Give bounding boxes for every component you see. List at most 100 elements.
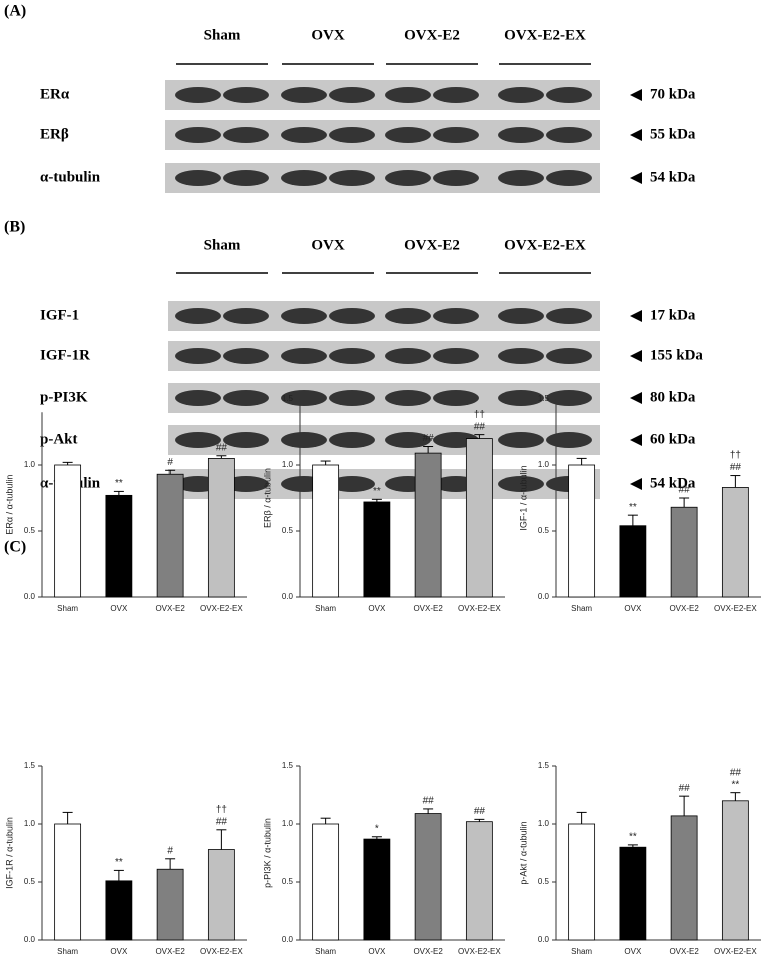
x-tick-label: OVX-E2-EX <box>458 604 501 613</box>
significance-mark: †† <box>730 450 741 461</box>
x-tick-label: OVX <box>110 947 128 956</box>
blot-band <box>546 127 592 143</box>
significance-mark: ** <box>115 478 123 489</box>
blot-band <box>498 432 544 448</box>
row-label: ERβ <box>40 126 69 142</box>
blot-band <box>546 390 592 406</box>
size-label: 54 kDa <box>650 169 696 185</box>
blot-band <box>546 308 592 324</box>
y-axis-label: ERα / α-tubulin <box>4 475 14 535</box>
blot-band <box>385 390 431 406</box>
y-tick-label: 0.5 <box>24 877 36 886</box>
significance-mark: ** <box>115 857 123 868</box>
blot-band <box>546 87 592 103</box>
y-tick-label: 0.5 <box>24 526 36 535</box>
y-tick-label: 1.0 <box>24 460 36 469</box>
bar <box>619 525 647 598</box>
blot-band <box>329 432 375 448</box>
blot-band <box>223 170 269 186</box>
group-label: Sham <box>204 237 241 253</box>
blot-band <box>175 87 221 103</box>
bar <box>619 846 647 941</box>
panel-label: (A) <box>4 3 26 20</box>
blot-band <box>329 87 375 103</box>
row-label: α-tubulin <box>40 169 101 185</box>
significance-mark: ## <box>474 806 486 817</box>
blot-band <box>223 308 269 324</box>
x-tick-label: Sham <box>315 604 336 613</box>
blot-band <box>546 348 592 364</box>
y-tick-label: 1.5 <box>24 761 36 770</box>
blot-band <box>385 127 431 143</box>
bar <box>54 464 82 598</box>
x-tick-label: Sham <box>315 947 336 956</box>
y-axis-label: IGF-1R / α-tubulin <box>4 817 14 889</box>
blot-band <box>433 390 479 406</box>
size-label: 17 kDa <box>650 307 696 323</box>
x-tick-label: OVX-E2 <box>413 947 443 956</box>
significance-mark: * <box>375 823 379 834</box>
y-tick-label: 1.5 <box>282 394 294 403</box>
x-tick-label: Sham <box>57 604 78 613</box>
blot-band <box>329 170 375 186</box>
blot-band <box>175 348 221 364</box>
bar <box>312 464 340 598</box>
significance-mark: ## <box>730 462 742 473</box>
y-tick-label: 0.0 <box>24 592 36 601</box>
y-tick-label: 0.5 <box>282 526 294 535</box>
x-tick-label: OVX-E2-EX <box>200 947 243 956</box>
significance-mark: # <box>167 845 173 856</box>
significance-mark: ## <box>216 442 228 453</box>
blot-band <box>433 308 479 324</box>
x-tick-label: OVX-E2 <box>669 604 699 613</box>
bar <box>363 501 391 598</box>
blot-band <box>223 390 269 406</box>
bar <box>156 473 184 598</box>
y-tick-label: 1.0 <box>538 819 550 828</box>
blot-band <box>498 170 544 186</box>
blot-band <box>175 308 221 324</box>
bar <box>670 815 698 941</box>
panel-label: (C) <box>4 539 26 556</box>
size-label: 54 kDa <box>650 475 696 491</box>
bar <box>105 494 133 598</box>
arrow-marker <box>630 172 642 184</box>
x-tick-label: Sham <box>571 604 592 613</box>
y-tick-label: 0.0 <box>24 935 36 944</box>
x-tick-label: OVX-E2-EX <box>458 947 501 956</box>
size-label: 80 kDa <box>650 389 696 405</box>
blot-band <box>433 87 479 103</box>
y-tick-label: 1.0 <box>538 460 550 469</box>
y-tick-label: 0.0 <box>538 592 550 601</box>
bar <box>105 880 133 941</box>
blot-band <box>223 127 269 143</box>
significance-mark: †† <box>216 804 227 815</box>
blot-band <box>498 308 544 324</box>
y-axis-label: p-Akt / α-tubulin <box>518 821 528 884</box>
blot-band <box>385 87 431 103</box>
blot-band <box>223 87 269 103</box>
row-label: p-PI3K <box>40 389 88 405</box>
bar <box>414 813 442 941</box>
significance-mark: ## <box>730 767 742 778</box>
blot-band <box>329 476 375 492</box>
significance-mark: ** <box>629 832 637 843</box>
group-label: OVX <box>311 27 345 43</box>
y-tick-label: 0.5 <box>538 877 550 886</box>
blot-band <box>433 348 479 364</box>
arrow-marker <box>630 392 642 404</box>
significance-mark: ** <box>373 486 381 497</box>
blot-band <box>546 432 592 448</box>
blot-band <box>385 348 431 364</box>
bar <box>156 868 184 941</box>
y-axis-label: ERβ / α-tubulin <box>262 468 272 528</box>
significance-mark: †† <box>474 409 485 420</box>
y-tick-label: 1.5 <box>538 761 550 770</box>
y-tick-label: 1.0 <box>282 460 294 469</box>
row-label: p-Akt <box>40 431 78 447</box>
row-label: ERα <box>40 86 70 102</box>
x-tick-label: OVX-E2-EX <box>714 947 757 956</box>
bar <box>465 438 493 598</box>
bar <box>207 849 235 941</box>
blot-band <box>175 432 221 448</box>
